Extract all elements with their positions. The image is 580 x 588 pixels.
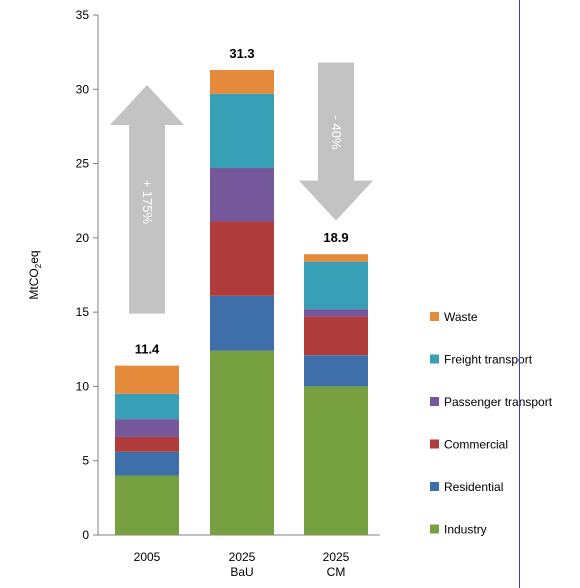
y-tick-label: 35: [76, 8, 90, 22]
bar-segment: [304, 254, 368, 262]
legend-label: Commercial: [444, 438, 508, 452]
bar-segment: [210, 221, 274, 296]
y-tick-label: 0: [82, 528, 89, 542]
legend-label: Residential: [444, 480, 503, 494]
bar-segment: [210, 350, 274, 535]
legend-swatch: [430, 482, 439, 491]
decrease-arrow: [299, 62, 373, 221]
bar-total-label: 11.4: [135, 342, 160, 357]
y-tick-label: 20: [76, 231, 90, 245]
legend-label: Freight transport: [444, 353, 533, 367]
arrow-label: - 40%: [329, 116, 344, 150]
bar-segment: [210, 295, 274, 351]
y-axis-title: MtCO2eq: [27, 250, 43, 299]
x-tick-label: CM: [327, 565, 346, 579]
bar-segment: [115, 451, 179, 476]
x-tick-label: 2025: [323, 550, 350, 564]
bar-segment: [115, 436, 179, 452]
bar-segment: [304, 386, 368, 535]
x-tick-label: BaU: [230, 565, 253, 579]
y-tick-label: 25: [76, 157, 90, 171]
bar-segment: [115, 365, 179, 394]
legend-swatch: [430, 312, 439, 321]
y-tick-label: 5: [82, 454, 89, 468]
legend-label: Waste: [444, 310, 478, 324]
bar-segment: [115, 393, 179, 420]
bar-segment: [115, 475, 179, 535]
bar-total-label: 18.9: [323, 230, 348, 245]
legend-swatch: [430, 439, 439, 449]
x-tick-label: 2025: [229, 550, 256, 564]
bar-total-label: 31.3: [229, 46, 254, 61]
x-tick-label: 2005: [134, 550, 161, 564]
legend-label: Industry: [444, 523, 487, 537]
increase-arrow: [110, 84, 184, 314]
legend-label: Passenger transport: [444, 395, 553, 409]
arrow-label: + 175%: [140, 180, 155, 225]
legend-swatch: [430, 524, 439, 534]
legend-swatch: [430, 397, 439, 406]
legend-swatch: [430, 354, 439, 364]
bar-segment: [210, 168, 274, 222]
bar-segment: [210, 69, 274, 94]
bar-segment: [304, 316, 368, 356]
y-tick-label: 15: [76, 305, 90, 319]
bar-segment: [210, 93, 274, 169]
guide-line: [519, 0, 520, 588]
bar-segment: [304, 261, 368, 310]
bar-segment: [304, 309, 368, 317]
bar-segment: [115, 419, 179, 437]
y-tick-label: 10: [76, 379, 90, 393]
y-tick-label: 30: [76, 82, 90, 96]
bar-segment: [304, 355, 368, 387]
